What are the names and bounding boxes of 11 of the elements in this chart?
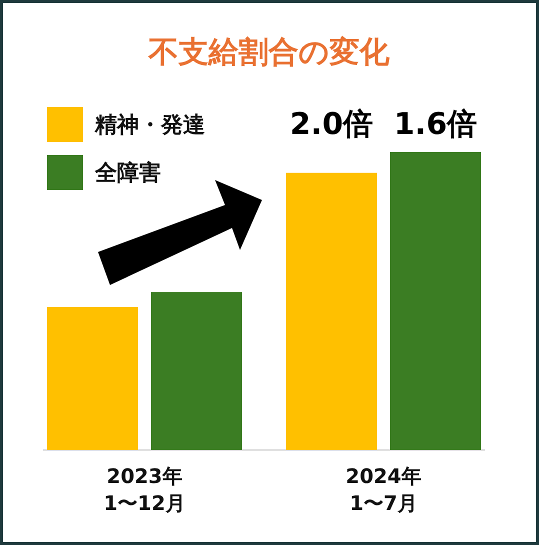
text: 2.0倍: [290, 107, 374, 142]
chart-title: 不支給割合の変化: [148, 35, 390, 70]
bar: [390, 152, 481, 450]
bar: [151, 292, 242, 450]
x-tick-label: 2024年 1〜7月: [346, 464, 422, 515]
bar: [47, 306, 138, 450]
x-tick-label: 2023年 1〜12月: [104, 464, 186, 515]
legend-label: 精神・発達: [94, 113, 205, 138]
text: 1.6倍: [394, 107, 478, 142]
legend-label: 全障害: [94, 160, 161, 186]
bar: [286, 172, 377, 450]
